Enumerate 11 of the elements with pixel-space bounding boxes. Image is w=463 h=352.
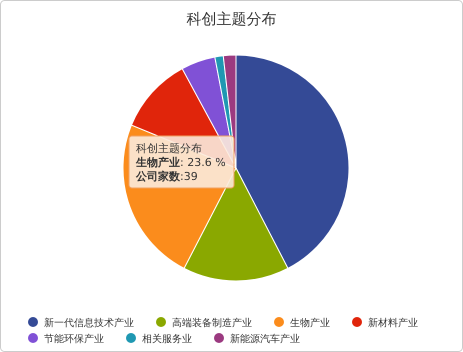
legend-label: 新材料产业: [368, 317, 418, 329]
legend-label: 高端装备制造产业: [172, 317, 252, 329]
legend-label: 新能源汽车产业: [230, 333, 300, 345]
legend-label: 相关服务业: [142, 333, 192, 345]
legend-label: 节能环保产业: [44, 333, 104, 345]
legend-label: 新一代信息技术产业: [44, 317, 134, 329]
text: 科创主题分布: [136, 142, 202, 155]
chart-title: 科创主题分布: [186, 10, 276, 28]
text: 生物产业: 23.6 %: [135, 156, 226, 169]
text: 公司家数:39: [135, 170, 198, 183]
legend-label: 生物产业: [290, 317, 330, 329]
